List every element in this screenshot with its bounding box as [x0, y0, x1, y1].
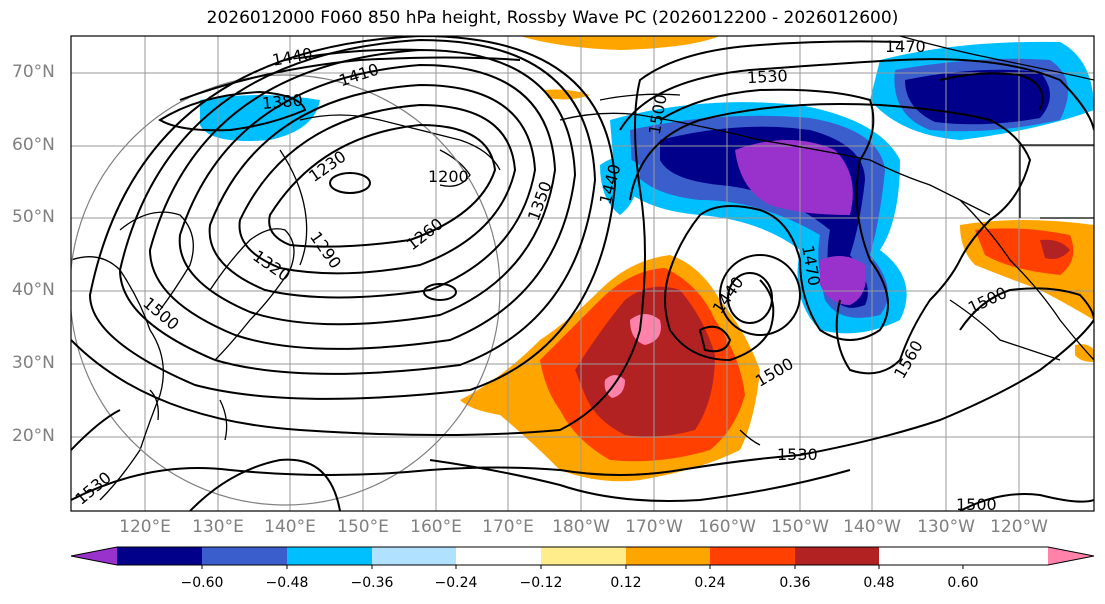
map-frame	[70, 35, 1095, 512]
contour-label: 1260	[403, 214, 447, 254]
lat-label: 60°N	[12, 135, 55, 155]
contour-label: 1200	[428, 167, 469, 186]
contour-label: 1470	[885, 37, 926, 56]
colorbar-tick-label: 0.36	[779, 575, 811, 591]
graticule	[71, 36, 1094, 511]
lat-label: 40°N	[12, 280, 55, 300]
colorbar-tick-label: −0.36	[350, 575, 394, 591]
map-title: 2026012000 F060 850 hPa height, Rossby W…	[206, 8, 899, 28]
lat-label: 50°N	[12, 207, 55, 227]
lon-label: 150°E	[337, 517, 389, 537]
colorbar-tick-label: 0.24	[694, 575, 726, 591]
lon-label: 170°W	[625, 517, 683, 537]
contour-label: 1290	[306, 228, 345, 272]
contour-label: 1410	[337, 60, 382, 91]
lon-label: 130°E	[192, 517, 244, 537]
lat-label: 70°N	[12, 62, 55, 82]
colorbar-arrow-left	[71, 547, 117, 565]
contour-label: 1500	[139, 293, 182, 334]
height-contours	[71, 36, 1094, 511]
lon-label: 140°W	[843, 517, 901, 537]
colorbar-tick-label: 0.12	[610, 575, 642, 591]
contour-label: 1500	[752, 354, 797, 391]
colorbar	[70, 546, 1095, 569]
contour-label: 1530	[71, 468, 114, 509]
lat-label: 20°N	[12, 426, 55, 446]
lon-label: 120°E	[119, 517, 171, 537]
colorbar-segment	[541, 547, 626, 565]
colorbar-tick-label: 0.48	[863, 575, 895, 591]
colorbar-segment	[372, 547, 456, 565]
contour-label: 1530	[747, 66, 789, 87]
colorbar-tick-label: −0.60	[180, 575, 224, 591]
colorbar-segment	[287, 547, 372, 565]
contour-label: 1350	[524, 179, 556, 224]
contour-label: 1230	[305, 147, 349, 186]
lon-label: 160°E	[410, 517, 462, 537]
lon-label: 130°W	[917, 517, 975, 537]
colorbar-segment	[710, 547, 795, 565]
colorbar-tick-label: −0.48	[265, 575, 309, 591]
contour-label: 1500	[956, 495, 997, 514]
colorbar-segment	[202, 547, 287, 565]
lon-label: 150°W	[771, 517, 829, 537]
colorbar-segment	[626, 547, 710, 565]
contour-label: 1500	[965, 283, 1010, 317]
colorbar-segment	[795, 547, 879, 565]
colorbar-tick-label: −0.24	[434, 575, 478, 591]
contour-label: 1560	[890, 337, 927, 382]
lon-label: 160°W	[698, 517, 756, 537]
projection-circle	[71, 74, 501, 506]
colorbar-tick-label: −0.12	[519, 575, 563, 591]
colorbar-arrow-right	[1048, 547, 1094, 565]
lon-label: 170°E	[482, 517, 534, 537]
contour-label: 1530	[777, 445, 818, 464]
lon-label: 140°E	[264, 517, 316, 537]
colorbar-segment	[117, 547, 202, 565]
colorbar-segment	[456, 547, 541, 565]
positive-anomaly-shading	[460, 36, 1094, 482]
contour-label: 1380	[261, 90, 303, 112]
lon-label: 180°W	[552, 517, 610, 537]
lon-label: 120°W	[990, 517, 1048, 537]
colorbar-tick-label: 0.60	[947, 575, 979, 591]
lat-label: 30°N	[12, 353, 55, 373]
contour-label: 1320	[249, 246, 293, 285]
